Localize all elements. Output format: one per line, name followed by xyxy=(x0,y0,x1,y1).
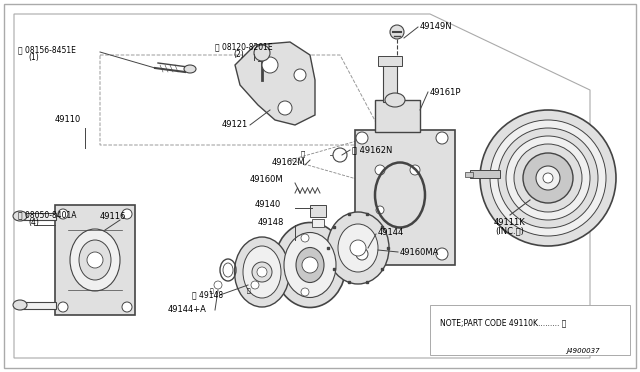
Circle shape xyxy=(375,165,385,175)
Ellipse shape xyxy=(274,222,346,308)
Text: 49140: 49140 xyxy=(255,200,281,209)
Circle shape xyxy=(543,173,553,183)
Bar xyxy=(375,100,420,132)
Text: NOTE;PART CODE 49110K......... ⓐ: NOTE;PART CODE 49110K......... ⓐ xyxy=(440,318,566,327)
Circle shape xyxy=(122,209,132,219)
Ellipse shape xyxy=(296,247,324,282)
Circle shape xyxy=(262,57,278,73)
Ellipse shape xyxy=(385,93,405,107)
Text: 49161P: 49161P xyxy=(430,88,461,97)
Bar xyxy=(312,219,324,227)
Text: (INC.Ⓑ): (INC.Ⓑ) xyxy=(495,226,524,235)
Circle shape xyxy=(252,262,272,282)
Polygon shape xyxy=(14,14,590,358)
Circle shape xyxy=(436,132,448,144)
Circle shape xyxy=(536,166,560,190)
Text: J4900037: J4900037 xyxy=(566,348,600,354)
Text: Ⓑ 49148: Ⓑ 49148 xyxy=(192,290,223,299)
Text: 49162M: 49162M xyxy=(272,158,306,167)
Bar xyxy=(20,302,56,309)
Text: Ⓑ 08120-8201E: Ⓑ 08120-8201E xyxy=(215,42,273,51)
Text: ⓐ: ⓐ xyxy=(246,288,250,294)
Text: 49149N: 49149N xyxy=(420,22,452,31)
Circle shape xyxy=(514,144,582,212)
Ellipse shape xyxy=(284,232,336,298)
Ellipse shape xyxy=(327,212,389,284)
Circle shape xyxy=(58,209,68,219)
Text: (1): (1) xyxy=(28,53,39,62)
Circle shape xyxy=(301,288,309,296)
Circle shape xyxy=(251,281,259,289)
Ellipse shape xyxy=(243,246,281,298)
Circle shape xyxy=(333,148,347,162)
Bar xyxy=(383,60,397,102)
Ellipse shape xyxy=(70,229,120,291)
Circle shape xyxy=(257,267,267,277)
Text: ⓐ: ⓐ xyxy=(301,150,305,157)
Circle shape xyxy=(498,128,598,228)
Text: (4): (4) xyxy=(28,218,39,227)
Text: Ⓑ 08156-8451E: Ⓑ 08156-8451E xyxy=(18,45,76,54)
Text: 49160M: 49160M xyxy=(250,175,284,184)
Text: 49116: 49116 xyxy=(100,212,126,221)
Bar xyxy=(378,56,402,66)
Bar xyxy=(470,170,500,178)
Circle shape xyxy=(302,257,318,273)
Circle shape xyxy=(122,302,132,312)
Polygon shape xyxy=(235,42,315,125)
Text: 49110: 49110 xyxy=(55,115,81,124)
Circle shape xyxy=(254,45,270,61)
Circle shape xyxy=(376,206,384,214)
Circle shape xyxy=(301,234,309,242)
Bar xyxy=(55,205,135,315)
Ellipse shape xyxy=(184,65,196,73)
Text: ⓐ: ⓐ xyxy=(209,288,213,294)
Circle shape xyxy=(356,132,368,144)
Circle shape xyxy=(410,165,420,175)
Text: 49121: 49121 xyxy=(222,120,248,129)
Circle shape xyxy=(278,101,292,115)
Text: 49144: 49144 xyxy=(378,228,404,237)
Bar xyxy=(430,305,630,355)
Circle shape xyxy=(350,240,366,256)
Ellipse shape xyxy=(13,300,27,310)
Text: 49160MA: 49160MA xyxy=(400,248,440,257)
Circle shape xyxy=(87,252,103,268)
Bar xyxy=(355,130,455,265)
Circle shape xyxy=(506,136,590,220)
Circle shape xyxy=(214,281,222,289)
Text: 49111K: 49111K xyxy=(494,218,526,227)
Circle shape xyxy=(436,248,448,260)
Text: 49148: 49148 xyxy=(258,218,284,227)
Ellipse shape xyxy=(13,211,27,221)
Text: ⓐ 49162N: ⓐ 49162N xyxy=(352,145,392,154)
Text: (2): (2) xyxy=(233,50,244,59)
Circle shape xyxy=(390,25,404,39)
Circle shape xyxy=(356,248,368,260)
Text: Ⓑ 08050-8401A: Ⓑ 08050-8401A xyxy=(18,210,77,219)
Bar xyxy=(465,172,473,177)
Bar xyxy=(310,205,326,217)
Circle shape xyxy=(58,302,68,312)
Text: 49144+A: 49144+A xyxy=(168,305,207,314)
Ellipse shape xyxy=(338,224,378,272)
Ellipse shape xyxy=(234,237,289,307)
Ellipse shape xyxy=(79,240,111,280)
Circle shape xyxy=(294,69,306,81)
Circle shape xyxy=(490,120,606,236)
Circle shape xyxy=(523,153,573,203)
Bar xyxy=(20,213,56,220)
Circle shape xyxy=(480,110,616,246)
